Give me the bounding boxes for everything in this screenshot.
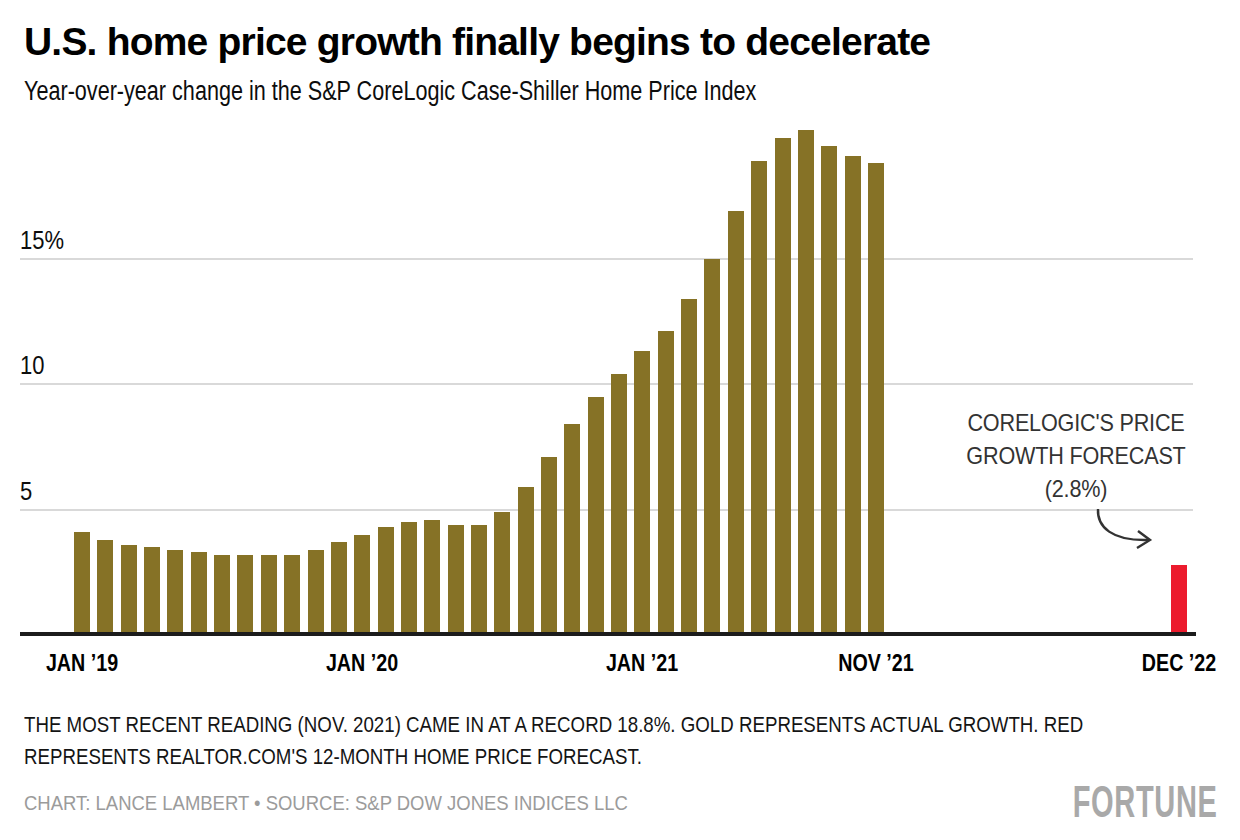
fortune-logo: FORTUNE	[1073, 777, 1218, 827]
x-axis-baseline	[20, 632, 1196, 636]
bar-2019-01	[74, 532, 90, 635]
bar-2020-03	[401, 522, 417, 635]
x-axis-tick-dec-22: DEC ’22	[1142, 649, 1216, 677]
bar-2020-01	[354, 535, 370, 635]
bar-2021-05	[728, 211, 744, 635]
bar-2020-08	[518, 487, 534, 635]
bar-2019-12	[331, 542, 347, 635]
y-axis-tick-10: 10	[20, 351, 44, 380]
bar-2020-09	[541, 457, 557, 635]
credit-source-line: CHART: LANCE LAMBERT • SOURCE: S&P DOW J…	[24, 791, 628, 815]
bar-2019-06	[191, 552, 207, 635]
bar-2020-12	[611, 374, 627, 635]
forecast-bar-2022-12	[1171, 565, 1187, 635]
bar-2021-09	[821, 146, 837, 635]
bar-2020-06	[471, 525, 487, 635]
annotation-line-3: (2.8%)	[964, 472, 1189, 505]
bar-2020-05	[448, 525, 464, 635]
bar-2019-07	[214, 555, 230, 635]
bar-2019-08	[237, 555, 253, 635]
bar-2021-06	[751, 161, 767, 635]
bar-2020-07	[494, 512, 510, 635]
annotation-line-2: GROWTH FORECAST	[964, 439, 1189, 472]
bar-2021-08	[798, 130, 814, 635]
bar-2021-10	[845, 156, 861, 635]
gridline-10	[20, 383, 1193, 385]
x-axis-tick-nov-21: NOV ’21	[838, 649, 913, 677]
bar-2021-03	[681, 299, 697, 635]
bar-2020-11	[588, 397, 604, 635]
bar-2021-04	[704, 259, 720, 636]
gridline-15	[20, 258, 1193, 260]
bar-2019-02	[97, 540, 113, 635]
bar-2019-03	[121, 545, 137, 635]
bar-2020-04	[424, 520, 440, 635]
annotation-line-1: CORELOGIC'S PRICE	[964, 406, 1189, 439]
bar-2021-07	[775, 138, 791, 635]
bar-2021-02	[658, 331, 674, 635]
bar-2020-02	[378, 527, 394, 635]
bar-2019-09	[261, 555, 277, 635]
footnote-line-1: THE MOST RECENT READING (NOV. 2021) CAME…	[24, 709, 1083, 741]
curved-arrow-icon	[1090, 505, 1170, 555]
x-axis-tick-jan-20: JAN ’20	[326, 649, 398, 677]
y-axis-tick-5: 5	[20, 477, 32, 506]
bar-2021-01	[634, 351, 650, 635]
bar-2019-04	[144, 547, 160, 635]
bar-2019-05	[167, 550, 183, 635]
bar-2019-10	[284, 555, 300, 635]
x-axis-tick-jan-21: JAN ’21	[606, 649, 678, 677]
gridline-5	[20, 509, 1193, 511]
footnote-line-2: REPRESENTS REALTOR.COM'S 12-MONTH HOME P…	[24, 741, 1083, 773]
chart-footnote: THE MOST RECENT READING (NOV. 2021) CAME…	[24, 709, 1083, 773]
x-axis-tick-jan-19: JAN ’19	[46, 649, 118, 677]
bar-2019-11	[308, 550, 324, 635]
bar-2020-10	[564, 424, 580, 635]
forecast-annotation: CORELOGIC'S PRICE GROWTH FORECAST (2.8%)	[964, 406, 1189, 505]
bar-2021-11	[868, 163, 884, 635]
y-axis-tick-15: 15%	[20, 226, 64, 255]
